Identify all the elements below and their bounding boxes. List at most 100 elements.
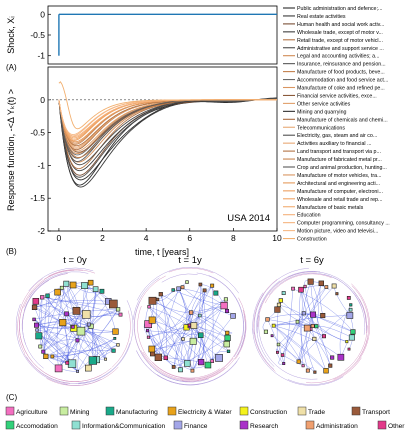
network-arc [328,357,362,383]
panel-b-xticks: 0 2 4 6 8 10 [57,228,282,243]
network-node [204,361,212,369]
network-node [113,336,117,340]
network-edge [47,295,67,315]
network-node [348,307,353,312]
network-node [171,365,176,369]
sector-legend-swatch [173,420,183,430]
network-node [54,364,63,373]
network-node [324,285,329,289]
network-edge [273,325,327,371]
network-edge [42,295,50,352]
network-edge [316,326,331,366]
panel-a-ytick-label: 0 [40,9,45,19]
sector-legend-swatch [167,406,177,416]
network-node [313,370,317,374]
network-node [171,288,175,292]
legend-label: Manufacture of basic metals [297,205,364,211]
network-node [184,360,191,367]
series-line [58,81,277,130]
network-title: t = 6y [300,255,324,266]
network-edge [147,330,201,336]
network-edge [190,285,213,327]
network-node [335,292,339,296]
network-node [54,288,61,296]
panel-a-letter: (A) [6,63,17,72]
network-edge [173,337,228,368]
network-edge [180,338,184,370]
network-arc [132,277,160,320]
network-arc [180,335,243,380]
panel-b-ytick-label: 0 [40,95,45,105]
network-node [271,323,276,328]
network-node [38,344,43,349]
network-node [144,320,153,329]
network-node [295,319,300,324]
network-node [148,316,156,324]
network-node [298,286,304,293]
network-snapshots: t = 0y t = 1y t = 6y [15,255,370,386]
network-arc [23,280,45,308]
legend-label: Manufacture of fabricated metal pr... [297,157,382,163]
network-node [43,353,49,360]
network-node [190,368,195,373]
network-node [76,369,80,373]
network-edge [310,281,325,337]
network-arc [196,272,244,336]
network-edge [88,313,121,325]
network-edge [267,314,314,320]
network-node [301,311,306,316]
network-node [104,357,108,361]
network-node [92,286,99,293]
network-arc [140,350,226,382]
legend-label: Mining and quarrying [297,109,347,115]
sector-legend-label: Transport [362,409,390,416]
network-node [63,280,70,287]
network-node [265,317,270,322]
panel-a-ytick-label: -1 [37,51,45,61]
network-node [348,334,355,341]
sector-legend-label: Research [250,423,279,430]
network-edge [298,283,322,362]
network-edge [273,325,342,358]
network-edge [42,297,114,351]
network-node [270,334,274,338]
network-node [296,359,301,364]
sector-legend-label: Electricity & Water [178,409,232,416]
network-node [41,349,46,354]
network-edge [182,287,234,317]
network-node [220,301,228,310]
legend-label: Retail trade, except of motor vehicl... [297,38,383,44]
network-node [189,310,194,315]
network-arc [252,292,264,335]
network-node [275,350,279,354]
legend-label: Manufacture of motor vehicles, tra... [297,173,382,179]
sector-legend-label: Mining [70,409,90,416]
network-node [225,308,230,313]
network-node [330,355,335,360]
network-edge [36,284,74,326]
network-node [99,288,105,294]
network-edge [77,309,119,372]
network-edge [84,285,116,332]
legend-label: Land transport and transport via p... [297,149,381,155]
network-arc [111,310,131,368]
network-node [116,307,121,312]
network-node [307,278,314,285]
network-arc [133,300,187,382]
network-node [111,348,116,353]
network-arc [359,298,367,333]
network-node [198,358,205,366]
sector-legend-label: Finance [184,423,208,430]
legend-label: Other service activities [297,101,351,107]
legend-label: Manufacture of chemicals and chemi... [297,117,388,123]
sector-legend-label: Accomodation [16,423,58,430]
network-arc [322,273,362,308]
network-edge [278,304,317,327]
sector-legend-swatch [105,406,115,416]
network-edge [44,295,48,357]
network-edge [42,297,121,315]
legend-label: Manufacture of computer, electroni... [297,189,383,195]
network-node [59,318,67,327]
legend-label: Wholesale trade, except of motor v... [297,30,383,36]
network-node [146,329,150,333]
